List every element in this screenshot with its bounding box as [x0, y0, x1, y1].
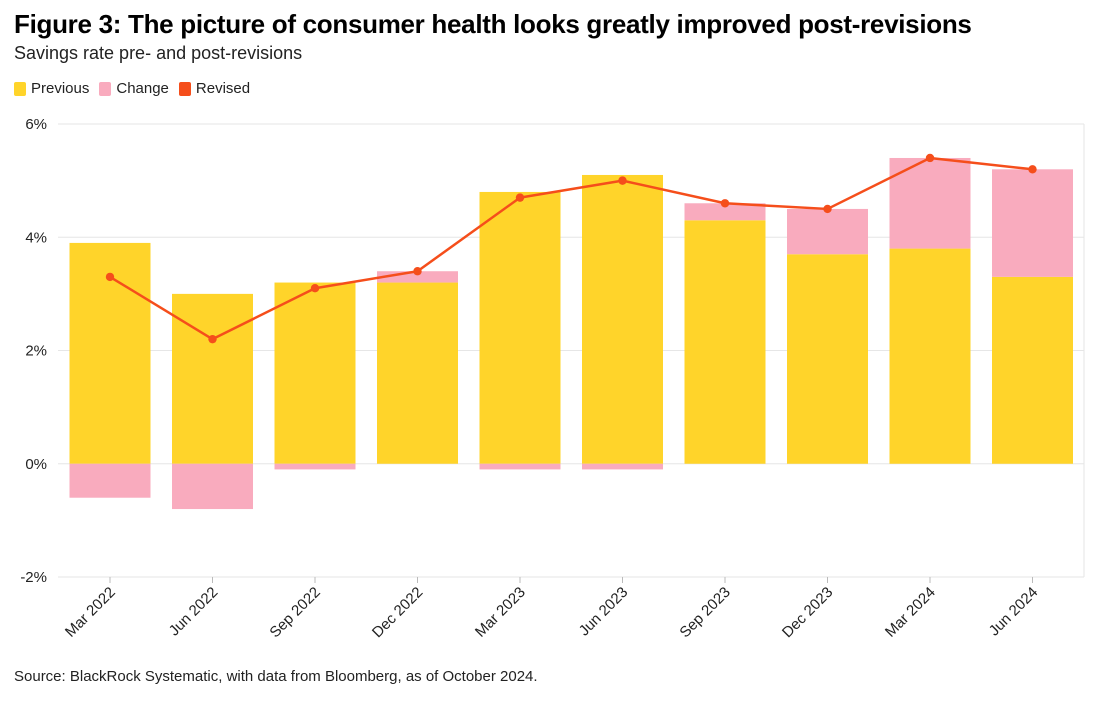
line-layer	[105, 153, 1037, 344]
point-revised	[925, 153, 935, 163]
bar-previous	[274, 282, 356, 464]
legend-swatch-previous	[14, 81, 26, 96]
legend-label-previous: Previous	[31, 80, 90, 97]
x-tick-label: Jun 2024	[986, 584, 1042, 640]
bar-change	[274, 463, 356, 470]
point-revised	[515, 193, 525, 202]
source-note: Source: BlackRock Systematic, with data …	[14, 668, 538, 685]
bar-change	[69, 463, 151, 498]
x-tick-label: Dec 2022	[369, 584, 426, 641]
chart-title: Figure 3: The picture of consumer health…	[14, 9, 972, 39]
x-tick-label: Mar 2023	[472, 584, 529, 641]
x-tick-label: Dec 2023	[779, 584, 836, 641]
legend-item-revised: Revised	[178, 80, 251, 97]
bar-change	[172, 463, 253, 510]
legend-item-change: Change	[99, 80, 169, 97]
bar-change	[377, 271, 458, 283]
y-tick-label: 6%	[25, 116, 47, 133]
point-revised	[413, 267, 422, 276]
bar-previous	[172, 293, 253, 464]
point-revised	[720, 199, 730, 208]
bar-layer	[69, 157, 1073, 510]
x-tick-label: Mar 2024	[882, 584, 939, 641]
bar-previous	[992, 276, 1073, 464]
y-tick-label: 0%	[25, 456, 47, 473]
bar-change	[582, 463, 663, 470]
bar-previous	[684, 220, 766, 464]
y-tick-label: 2%	[25, 343, 47, 360]
point-revised	[823, 204, 832, 214]
bar-previous	[889, 248, 971, 464]
bar-previous	[479, 191, 561, 464]
legend-swatch-change	[99, 81, 112, 96]
point-revised	[310, 284, 320, 293]
chart-subtitle: Savings rate pre- and post-revisions	[14, 43, 303, 63]
bar-change	[787, 208, 868, 255]
series-line-revised	[109, 156, 1033, 341]
bar-change	[684, 203, 766, 221]
x-tick-label: Jun 2022	[166, 584, 222, 640]
y-tick-label: 4%	[25, 229, 47, 246]
point-revised	[1028, 165, 1037, 174]
point-revised	[618, 176, 627, 185]
bar-change	[992, 169, 1073, 277]
y-tick-label: -2%	[20, 569, 47, 586]
point-revised	[208, 334, 217, 344]
legend-label-change: Change	[116, 80, 169, 97]
bar-change	[479, 463, 561, 470]
x-tick-label: Mar 2022	[62, 584, 119, 641]
legend-label-revised: Revised	[195, 80, 251, 97]
x-tick-label: Sep 2022	[266, 584, 323, 641]
bar-previous	[377, 282, 458, 464]
bar-previous	[787, 254, 868, 464]
point-revised	[105, 272, 115, 282]
legend-swatch-revised	[178, 81, 191, 96]
x-tick-label: Sep 2023	[676, 584, 733, 641]
legend: Previous Change Revised	[14, 80, 260, 97]
x-tick-label: Jun 2023	[576, 584, 632, 640]
bar-previous	[582, 174, 663, 464]
legend-item-previous: Previous	[14, 80, 89, 97]
bar-change	[889, 157, 971, 249]
